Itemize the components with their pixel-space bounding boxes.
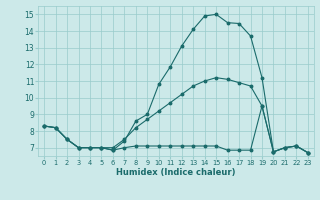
X-axis label: Humidex (Indice chaleur): Humidex (Indice chaleur) [116,168,236,177]
